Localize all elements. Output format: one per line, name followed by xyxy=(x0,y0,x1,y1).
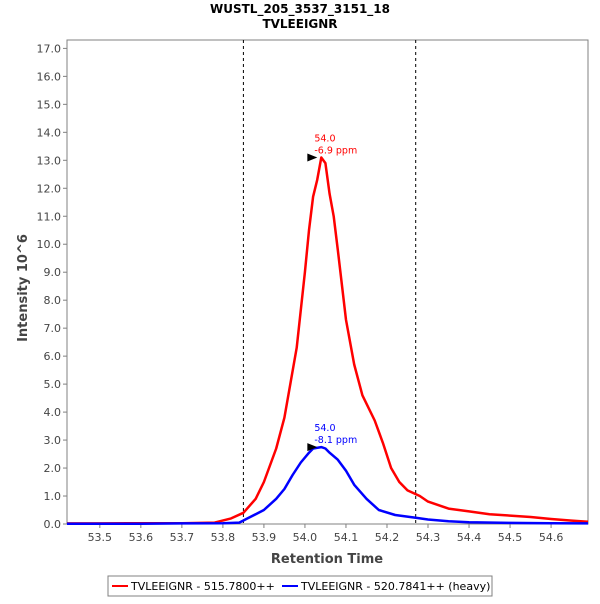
y-axis-ticks: 0.0 1.0 2.0 3.0 4.0 5.0 6.0 7.0 8.0 9.0 10.0 11.0 12… xyxy=(37,42,67,531)
plot-area xyxy=(66,39,589,525)
integration-boundaries xyxy=(242,40,417,524)
y-tick-label: 16.0 xyxy=(37,70,62,83)
x-axis-label: Retention Time xyxy=(271,552,383,567)
y-tick-label: 4.0 xyxy=(44,406,62,419)
y-tick-label: 3.0 xyxy=(44,434,62,447)
x-tick-label: 53.5 xyxy=(88,531,113,544)
series-layer xyxy=(67,156,589,525)
y-tick-label: 5.0 xyxy=(44,378,62,391)
y-tick-label: 6.0 xyxy=(44,350,62,363)
x-axis-ticks: 53.5 53.6 53.7 53.8 53.9 54.0 54.1 54.2 54.3 54.4… xyxy=(88,524,564,544)
x-tick-label: 54.6 xyxy=(539,531,564,544)
y-tick-label: 11.0 xyxy=(37,210,62,223)
y-tick-label: 13.0 xyxy=(37,154,62,167)
y-tick-label: 15.0 xyxy=(37,98,62,111)
legend-box xyxy=(107,575,493,597)
x-tick-label: 54.3 xyxy=(416,531,441,544)
peak-marker xyxy=(307,443,318,452)
legend-entry-light: TVLEEIGNR - 515.7800++ xyxy=(130,580,275,593)
y-tick-label: 14.0 xyxy=(37,126,62,139)
y-tick-label: 17.0 xyxy=(37,42,62,55)
peak-ppm-label: -6.9 ppm xyxy=(314,146,357,157)
x-tick-label: 53.8 xyxy=(211,531,236,544)
series-line-1 xyxy=(67,445,589,525)
y-tick-label: 10.0 xyxy=(37,238,62,251)
peak-rt-label: 54.0 xyxy=(314,134,335,145)
y-tick-label: 2.0 xyxy=(44,462,62,475)
x-tick-label: 54.0 xyxy=(293,531,318,544)
y-axis-label: Intensity 10^6 xyxy=(16,234,31,342)
x-tick-label: 54.5 xyxy=(498,531,523,544)
peak-rt-label: 54.0 xyxy=(314,423,335,434)
y-tick-label: 1.0 xyxy=(44,490,62,503)
peak-ppm-label: -8.1 ppm xyxy=(314,435,357,446)
chart-subtitle: TVLEEIGNR xyxy=(262,17,337,31)
x-tick-label: 54.1 xyxy=(334,531,359,544)
x-tick-label: 53.7 xyxy=(170,531,195,544)
series-line-0 xyxy=(67,156,589,525)
y-tick-label: 7.0 xyxy=(44,322,62,335)
x-tick-label: 54.4 xyxy=(457,531,482,544)
y-tick-label: 8.0 xyxy=(44,294,62,307)
peak-marker xyxy=(307,153,318,162)
legend-entry-heavy: TVLEEIGNR - 520.7841++ (heavy) xyxy=(300,580,490,593)
y-tick-label: 9.0 xyxy=(44,266,62,279)
y-tick-label: 12.0 xyxy=(37,182,62,195)
x-tick-label: 53.6 xyxy=(129,531,154,544)
x-tick-label: 53.9 xyxy=(252,531,277,544)
y-tick-label: 0.0 xyxy=(44,518,62,531)
chart-title: WUSTL_205_3537_3151_18 xyxy=(210,2,390,17)
x-tick-label: 54.2 xyxy=(375,531,400,544)
